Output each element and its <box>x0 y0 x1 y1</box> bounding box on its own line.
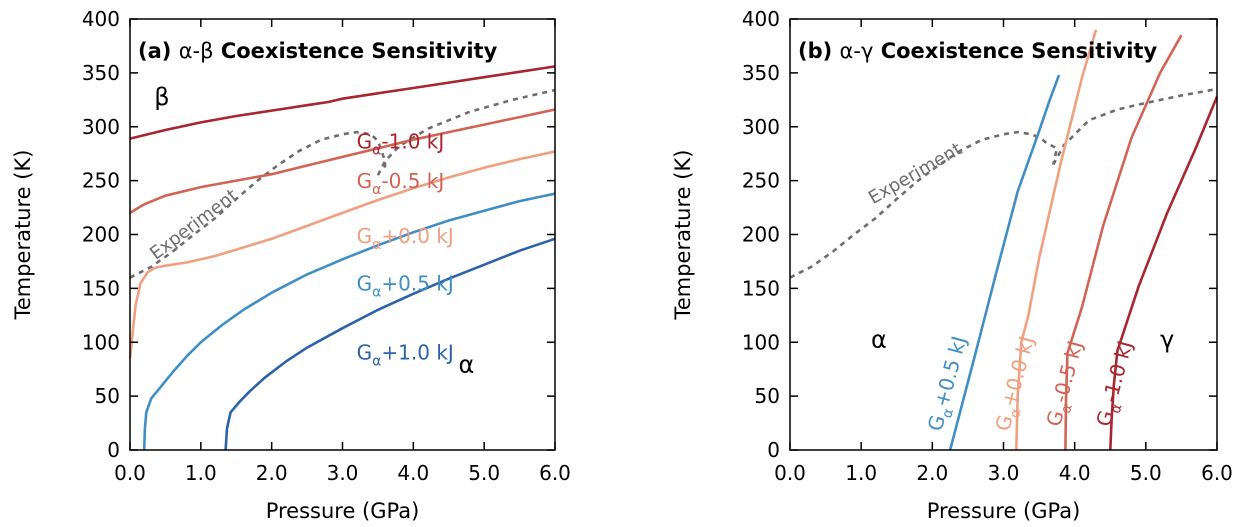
x-tick-label: 1.0 <box>185 461 217 485</box>
series-label-subscript: α <box>372 353 381 369</box>
series-label-subscript: α <box>939 407 957 420</box>
series-label-subscript: α <box>1058 402 1076 415</box>
y-tick-label: 250 <box>82 169 120 193</box>
series-label-value: +1.0 kJ <box>381 340 453 364</box>
y-tick-label: 200 <box>742 223 780 247</box>
series-line-4 <box>224 237 556 451</box>
y-tick-label: 50 <box>95 384 120 408</box>
chart-title-suffix: Coexistence Sensitivity <box>214 39 498 63</box>
y-tick-label: 350 <box>742 61 780 85</box>
y-tick-label: 300 <box>82 115 120 139</box>
series-label-base: G <box>357 340 373 364</box>
y-tick-label: 250 <box>742 169 780 193</box>
series-line-1 <box>1015 29 1098 451</box>
x-tick-label: 5.0 <box>468 461 500 485</box>
series-line-2 <box>128 150 556 359</box>
x-tick-label: 1.0 <box>845 461 877 485</box>
phase-label: α <box>459 350 475 378</box>
series-label-base: G <box>1091 408 1118 429</box>
series-label-value: +0.0 kJ <box>997 334 1039 410</box>
chart-title-prefix: (a) <box>138 39 179 63</box>
x-tick-label: 0.0 <box>114 461 146 485</box>
panel-b-alpha-gamma-chart: 0.0 1.0 2.0 3.0 4.0 5.0 6.0 0 50 100 150 200 250 300 3… <box>671 7 1233 523</box>
x-tick-label: 3.0 <box>327 461 359 485</box>
x-tick-label: 3.0 <box>988 461 1020 485</box>
y-tick-label: 50 <box>755 384 780 408</box>
series-line-0 <box>129 65 556 140</box>
series-label-1: Gα-0.5 kJ <box>357 169 445 198</box>
series-line-0 <box>948 74 1061 451</box>
x-axis-label: Pressure (GPa) <box>927 499 1081 523</box>
chart-title-prefix: (b) <box>798 39 840 63</box>
chart-title-greek: α-γ <box>840 39 874 63</box>
series-label-base: G <box>357 129 373 153</box>
series-label-2: Gα-0.5 kJ <box>1041 338 1092 430</box>
series-label-0: Gα-1.0 kJ <box>357 129 445 158</box>
phase-label: β <box>154 83 169 111</box>
series-label-base: G <box>990 412 1017 433</box>
series-label-value: -0.5 kJ <box>381 169 444 193</box>
phase-label: γ <box>1160 326 1174 354</box>
series-label-value: +0.0 kJ <box>381 224 453 248</box>
y-tick-label: 100 <box>742 330 780 354</box>
y-tick-label: 400 <box>742 7 780 31</box>
series-label-base: G <box>357 272 373 296</box>
y-tick-label: 350 <box>82 61 120 85</box>
series-label-value: -1.0 kJ <box>1098 338 1137 405</box>
series-line-1 <box>129 108 556 215</box>
series-label-subscript: α <box>1108 402 1126 415</box>
experiment-curve-segment-0 <box>789 130 1059 279</box>
x-tick-label: 5.0 <box>1130 461 1162 485</box>
series-label-2: Gα+0.0 kJ <box>357 224 454 253</box>
x-tick-label: 6.0 <box>1201 461 1233 485</box>
series-label-3: Gα+0.5 kJ <box>357 272 454 301</box>
y-tick-label: 0 <box>767 438 780 462</box>
experiment-label: Experiment <box>865 139 966 209</box>
series-label-base: G <box>357 224 373 248</box>
series-label-value: -0.5 kJ <box>1048 338 1087 405</box>
series-label-value: +0.5 kJ <box>381 272 453 296</box>
y-tick-label: 400 <box>82 7 120 31</box>
chart-title-greek: α-β <box>179 39 214 63</box>
panel-a-alpha-beta-chart: 0.0 1.0 2.0 3.0 4.0 5.0 6.0 0 50 100 150 200 250 300 3… <box>11 7 571 523</box>
series-label-4: Gα+1.0 kJ <box>357 340 454 369</box>
series-line-3 <box>142 192 556 451</box>
series-label-base: G <box>1041 408 1068 429</box>
x-tick-label: 2.0 <box>256 461 288 485</box>
chart-title-suffix: Coexistence Sensitivity <box>873 39 1157 63</box>
series-label-subscript: α <box>372 237 381 253</box>
series-label-subscript: α <box>372 285 381 301</box>
series-label-3: Gα-1.0 kJ <box>1091 338 1142 430</box>
y-axis-label: Temperature (K) <box>671 150 695 321</box>
x-tick-label: 6.0 <box>539 461 571 485</box>
experiment-curve-segment-0 <box>129 130 387 279</box>
y-tick-label: 100 <box>82 330 120 354</box>
y-tick-label: 300 <box>742 115 780 139</box>
chart-title: (b) α-γ Coexistence Sensitivity <box>798 39 1157 63</box>
series-label-subscript: α <box>372 182 381 198</box>
y-axis-label: Temperature (K) <box>11 150 35 321</box>
series-label-subscript: α <box>1007 407 1025 420</box>
y-tick-label: 200 <box>82 223 120 247</box>
series-label-value: -1.0 kJ <box>381 129 444 153</box>
x-tick-label: 0.0 <box>774 461 806 485</box>
x-tick-label: 4.0 <box>1059 461 1091 485</box>
series-label-base: G <box>357 169 373 193</box>
series-line-3 <box>1109 96 1219 451</box>
chart-title: (a) α-β Coexistence Sensitivity <box>138 39 498 63</box>
series-line-2 <box>1064 34 1183 451</box>
phase-label: α <box>871 326 887 354</box>
x-tick-label: 2.0 <box>916 461 948 485</box>
y-tick-label: 150 <box>82 276 120 300</box>
x-tick-label: 4.0 <box>397 461 429 485</box>
series-label-subscript: α <box>372 142 381 158</box>
series-label-base: G <box>923 412 950 433</box>
y-tick-label: 150 <box>742 276 780 300</box>
y-tick-label: 0 <box>107 438 120 462</box>
series-label-1: Gα+0.0 kJ <box>990 334 1043 435</box>
x-axis-label: Pressure (GPa) <box>266 499 420 523</box>
